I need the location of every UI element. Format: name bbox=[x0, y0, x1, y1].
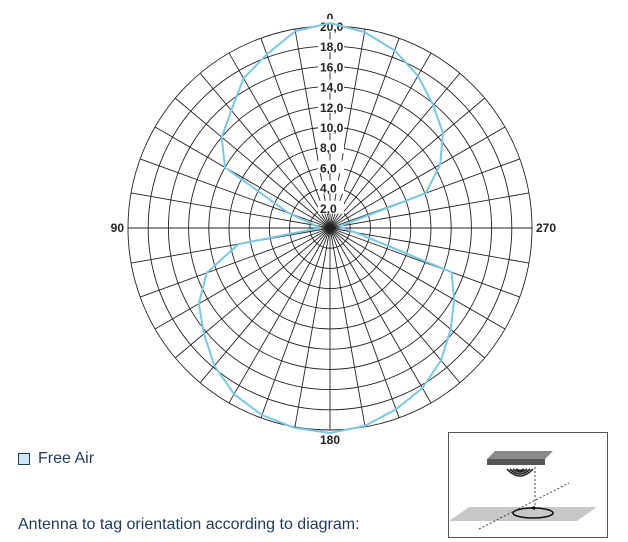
radial-tick-label: 6,0 bbox=[320, 161, 337, 175]
polar-chart: 0 90 180 270 2,0 4,0 6,0 8,0 10,0 12,0 14,0 16,0 18… bbox=[111, 11, 557, 445]
grid-spoke bbox=[140, 227, 331, 298]
grid-spoke bbox=[329, 227, 506, 330]
grid-spoke bbox=[174, 97, 331, 229]
grid-spoke bbox=[154, 126, 331, 229]
grid-spoke bbox=[260, 227, 331, 418]
radial-tick-labels: 2,0 4,0 6,0 8,0 10,0 12,0 14,0 16,0 18,0 20,0 bbox=[318, 19, 344, 216]
radial-tick-label: 2,0 bbox=[320, 202, 337, 216]
grid-spoke bbox=[130, 227, 331, 264]
grid-spoke bbox=[329, 192, 530, 229]
grid-spoke bbox=[329, 28, 366, 229]
grid-spoke bbox=[329, 227, 520, 298]
grid-spoke bbox=[294, 28, 331, 229]
radial-tick-label: 8,0 bbox=[320, 141, 337, 155]
grid-spoke bbox=[294, 227, 331, 428]
legend: Free Air bbox=[18, 450, 94, 468]
grid-spoke bbox=[130, 192, 331, 229]
legend-label: Free Air bbox=[38, 450, 95, 467]
grid-spoke bbox=[199, 72, 331, 229]
series-layer bbox=[197, 22, 456, 434]
angle-label: 270 bbox=[536, 221, 556, 235]
radial-tick-label: 18,0 bbox=[320, 40, 344, 54]
radial-tick-label: 16,0 bbox=[320, 60, 344, 74]
tick-label-bg bbox=[318, 180, 344, 194]
grid-spoke bbox=[329, 72, 461, 229]
grid-spoke bbox=[329, 38, 400, 229]
tick-label-bg bbox=[318, 79, 344, 93]
grid-spoke bbox=[329, 227, 461, 384]
grid-spoke bbox=[329, 227, 530, 264]
grid-spoke bbox=[260, 38, 331, 229]
angle-label: 0 bbox=[327, 11, 334, 25]
grid-spoke bbox=[329, 227, 366, 428]
legend-swatch bbox=[18, 453, 30, 465]
radial-tick-label: 4,0 bbox=[320, 182, 337, 196]
tick-label-bg bbox=[318, 120, 344, 133]
grid-spoke bbox=[329, 227, 400, 418]
series-line-free-air bbox=[197, 22, 456, 434]
grid-spoke bbox=[199, 227, 331, 384]
angle-label: 90 bbox=[111, 221, 125, 235]
grid-spoke bbox=[154, 227, 331, 330]
tick-label-bg bbox=[318, 200, 344, 214]
angle-label: 180 bbox=[320, 433, 340, 445]
grid-spoke bbox=[329, 97, 486, 229]
grid-spoke bbox=[329, 126, 506, 229]
grid-spoke bbox=[228, 52, 331, 229]
tick-label-bg bbox=[318, 39, 344, 53]
orientation-caption: Antenna to tag orientation according to … bbox=[18, 516, 360, 533]
tick-label-bg bbox=[318, 19, 344, 32]
tick-label-bg bbox=[318, 99, 344, 113]
orientation-diagram bbox=[448, 432, 608, 538]
radial-tick-label: 20,0 bbox=[320, 20, 344, 34]
radial-tick-label: 14,0 bbox=[320, 81, 344, 95]
tick-label-bg bbox=[318, 160, 344, 174]
grid-spoke bbox=[228, 227, 331, 404]
tick-label-bg bbox=[318, 140, 344, 154]
angle-labels: 0 90 180 270 bbox=[111, 11, 557, 445]
grid-spoke bbox=[329, 52, 432, 229]
grid-spoke bbox=[174, 227, 331, 359]
radial-tick-label: 10,0 bbox=[320, 121, 344, 135]
radial-tick-label: 12,0 bbox=[320, 101, 344, 115]
tick-label-bg bbox=[318, 59, 344, 73]
grid-spoke bbox=[329, 227, 432, 404]
antenna-tag-illustration bbox=[449, 451, 597, 530]
grid-spoke bbox=[329, 227, 486, 359]
